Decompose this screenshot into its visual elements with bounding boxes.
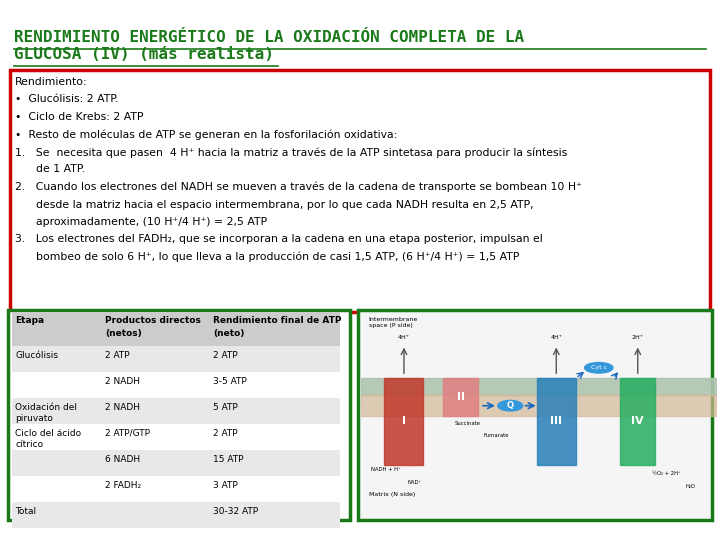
Text: Rendimiento final de ATP: Rendimiento final de ATP xyxy=(213,316,341,325)
Text: 4H⁺: 4H⁺ xyxy=(398,335,410,340)
Text: 3.   Los electrones del FADH₂, que se incorporan a la cadena en una etapa poster: 3. Los electrones del FADH₂, que se inco… xyxy=(15,234,543,245)
Text: (neto): (neto) xyxy=(213,329,244,338)
Text: III: III xyxy=(550,416,562,427)
Text: ½O₂ + 2H⁺: ½O₂ + 2H⁺ xyxy=(652,471,680,476)
Text: bombeo de solo 6 H⁺, lo que lleva a la producción de casi 1,5 ATP, (6 H⁺/4 H⁺) =: bombeo de solo 6 H⁺, lo que lleva a la p… xyxy=(15,252,519,262)
Text: GLUCOSA (IV) (más realista): GLUCOSA (IV) (más realista) xyxy=(14,47,274,62)
Text: 3-5 ATP: 3-5 ATP xyxy=(213,377,247,386)
Text: Intermembrane
space (P side): Intermembrane space (P side) xyxy=(369,317,418,328)
Text: 6 NADH: 6 NADH xyxy=(105,455,140,464)
FancyBboxPatch shape xyxy=(12,312,340,346)
Text: Q: Q xyxy=(507,401,514,410)
Text: 2 ATP: 2 ATP xyxy=(213,351,238,360)
FancyBboxPatch shape xyxy=(12,502,340,528)
Text: 2 FADH₂: 2 FADH₂ xyxy=(105,481,141,490)
Text: 2 NADH: 2 NADH xyxy=(105,377,140,386)
Text: 2 ATP: 2 ATP xyxy=(213,429,238,438)
Text: •  Glucólisis: 2 ATP.: • Glucólisis: 2 ATP. xyxy=(15,94,119,105)
Text: Productos directos: Productos directos xyxy=(105,316,201,325)
Text: 2 NADH: 2 NADH xyxy=(105,403,140,412)
Text: 3 ATP: 3 ATP xyxy=(213,481,238,490)
Text: Succinate: Succinate xyxy=(455,421,481,426)
Text: 30-32 ATP: 30-32 ATP xyxy=(213,507,258,516)
Text: cítrico: cítrico xyxy=(15,440,43,449)
Ellipse shape xyxy=(498,401,523,411)
Text: 5 ATP: 5 ATP xyxy=(213,403,238,412)
Text: 15 ATP: 15 ATP xyxy=(213,455,243,464)
Text: H₂O: H₂O xyxy=(686,484,696,489)
FancyBboxPatch shape xyxy=(10,70,710,312)
Text: piruvato: piruvato xyxy=(15,414,53,423)
Bar xyxy=(537,379,576,464)
Text: Ciclo del ácido: Ciclo del ácido xyxy=(15,429,81,438)
Text: de 1 ATP.: de 1 ATP. xyxy=(15,165,85,174)
Text: I: I xyxy=(402,416,406,427)
FancyBboxPatch shape xyxy=(12,346,340,372)
FancyBboxPatch shape xyxy=(12,450,340,476)
Text: 2.   Cuando los electrones del NADH se mueven a través de la cadena de transport: 2. Cuando los electrones del NADH se mue… xyxy=(15,182,582,192)
Text: NAD⁺: NAD⁺ xyxy=(408,480,422,484)
Text: 2H⁺: 2H⁺ xyxy=(631,335,644,340)
Ellipse shape xyxy=(585,362,613,373)
Text: NADH + H⁺: NADH + H⁺ xyxy=(372,467,401,472)
Bar xyxy=(443,379,478,416)
Text: desde la matriz hacia el espacio intermembrana, por lo que cada NADH resulta en : desde la matriz hacia el espacio interme… xyxy=(15,199,534,210)
FancyBboxPatch shape xyxy=(8,310,350,520)
Text: IV: IV xyxy=(631,416,644,427)
Text: Glucólisis: Glucólisis xyxy=(15,351,58,360)
FancyBboxPatch shape xyxy=(12,372,340,398)
FancyBboxPatch shape xyxy=(12,424,340,450)
Text: Etapa: Etapa xyxy=(15,316,44,325)
Text: (netos): (netos) xyxy=(105,329,142,338)
FancyBboxPatch shape xyxy=(358,310,712,520)
Text: •  Resto de moléculas de ATP se generan en la fosforilación oxidativa:: • Resto de moléculas de ATP se generan e… xyxy=(15,130,397,140)
Text: Oxidación del: Oxidación del xyxy=(15,403,77,412)
Bar xyxy=(620,379,655,464)
Text: 2 ATP: 2 ATP xyxy=(105,351,130,360)
Text: aproximadamente, (10 H⁺/4 H⁺) = 2,5 ATP: aproximadamente, (10 H⁺/4 H⁺) = 2,5 ATP xyxy=(15,217,267,227)
Text: Rendimiento:: Rendimiento: xyxy=(15,77,88,87)
Bar xyxy=(384,379,423,464)
Text: RENDIMIENTO ENERGÉTICO DE LA OXIDACIÓN COMPLETA DE LA: RENDIMIENTO ENERGÉTICO DE LA OXIDACIÓN C… xyxy=(14,30,524,45)
Text: Matrix (N side): Matrix (N side) xyxy=(369,492,415,497)
FancyBboxPatch shape xyxy=(12,476,340,502)
Text: Total: Total xyxy=(15,507,36,516)
Text: II: II xyxy=(456,392,464,402)
Text: Fumarate: Fumarate xyxy=(483,433,509,438)
Text: 4H⁺: 4H⁺ xyxy=(550,335,562,340)
Text: 1.   Se  necesita que pasen  4 H⁺ hacia la matriz a través de la ATP sintetasa p: 1. Se necesita que pasen 4 H⁺ hacia la m… xyxy=(15,147,567,158)
Text: •  Ciclo de Krebs: 2 ATP: • Ciclo de Krebs: 2 ATP xyxy=(15,112,143,122)
Text: Cyt c: Cyt c xyxy=(590,365,607,370)
Text: 2 ATP/GTP: 2 ATP/GTP xyxy=(105,429,150,438)
FancyBboxPatch shape xyxy=(12,398,340,424)
